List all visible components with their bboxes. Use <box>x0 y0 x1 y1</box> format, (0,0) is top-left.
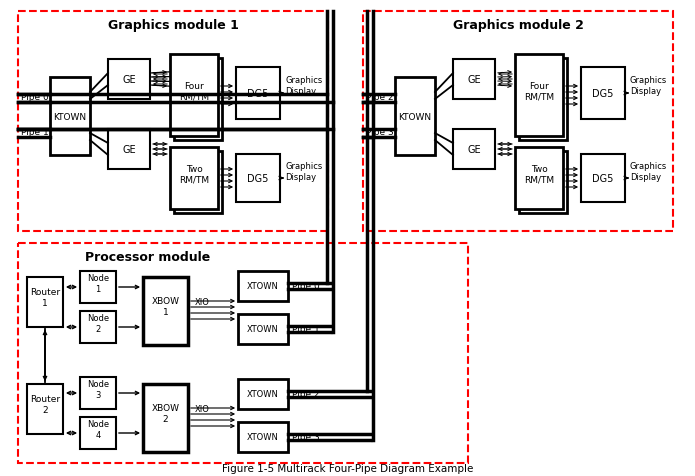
Text: XTOWN: XTOWN <box>247 325 279 334</box>
Bar <box>238 314 288 344</box>
Text: Two
RM/TM: Two RM/TM <box>179 165 209 184</box>
Bar <box>174 59 222 141</box>
Text: GE: GE <box>467 145 481 155</box>
Text: Graphics module 2: Graphics module 2 <box>452 20 583 32</box>
Bar <box>80 271 116 303</box>
Bar <box>108 60 150 100</box>
Text: XBOW
2: XBOW 2 <box>152 404 179 423</box>
Bar <box>27 384 63 434</box>
Text: Graphics
Display: Graphics Display <box>630 76 667 96</box>
Text: XTOWN: XTOWN <box>247 390 279 399</box>
Text: DG5: DG5 <box>247 89 269 99</box>
Bar <box>170 148 218 209</box>
Bar <box>453 130 495 169</box>
Text: Node
1: Node 1 <box>87 274 109 293</box>
Text: Pipe 1: Pipe 1 <box>21 128 49 137</box>
Bar <box>236 68 280 120</box>
Bar <box>519 59 567 141</box>
Text: Four
RM/TM: Four RM/TM <box>179 82 209 101</box>
Text: Node
3: Node 3 <box>87 379 109 399</box>
Text: DG5: DG5 <box>592 174 614 184</box>
Bar <box>236 155 280 203</box>
Bar <box>515 55 563 137</box>
Text: Graphics
Display: Graphics Display <box>285 162 322 181</box>
Text: GE: GE <box>467 75 481 85</box>
Bar <box>170 55 218 137</box>
Bar <box>515 148 563 209</box>
Bar <box>80 311 116 343</box>
Bar <box>581 155 625 203</box>
Text: Node
4: Node 4 <box>87 419 109 439</box>
Bar <box>80 417 116 449</box>
Bar <box>453 60 495 100</box>
Text: Figure 1-5 Multirack Four-Pipe Diagram Example: Figure 1-5 Multirack Four-Pipe Diagram E… <box>222 463 473 473</box>
Bar <box>50 78 90 156</box>
Text: Pipe 1: Pipe 1 <box>292 325 320 334</box>
Text: Pipe 3: Pipe 3 <box>366 128 394 137</box>
Bar <box>238 379 288 409</box>
Text: DG5: DG5 <box>247 174 269 184</box>
Text: Pipe 2: Pipe 2 <box>292 390 320 399</box>
Bar <box>80 377 116 409</box>
Text: DG5: DG5 <box>592 89 614 99</box>
Text: Pipe 0: Pipe 0 <box>21 92 49 101</box>
Text: XTOWN: XTOWN <box>247 433 279 442</box>
Text: XBOW
1: XBOW 1 <box>152 297 179 316</box>
Text: Router
1: Router 1 <box>30 288 60 307</box>
Bar <box>395 78 435 156</box>
Text: Pipe 0: Pipe 0 <box>292 282 320 291</box>
Text: XTOWN: XTOWN <box>247 282 279 291</box>
Bar <box>238 271 288 301</box>
Text: GE: GE <box>122 75 136 85</box>
Text: XIO: XIO <box>195 298 210 307</box>
Bar <box>18 244 468 463</box>
Text: Processor module: Processor module <box>85 251 211 264</box>
Text: KTOWN: KTOWN <box>398 112 432 121</box>
Text: Router
2: Router 2 <box>30 395 60 414</box>
Bar <box>174 152 222 214</box>
Text: Node
2: Node 2 <box>87 314 109 333</box>
Text: KTOWN: KTOWN <box>54 112 87 121</box>
Text: Graphics module 1: Graphics module 1 <box>108 20 238 32</box>
Text: Graphics
Display: Graphics Display <box>630 162 667 181</box>
Text: GE: GE <box>122 145 136 155</box>
Bar <box>363 12 673 231</box>
Text: Pipe 2: Pipe 2 <box>366 92 393 101</box>
Text: Two
RM/TM: Two RM/TM <box>524 165 554 184</box>
Text: Pipe 3: Pipe 3 <box>292 433 320 442</box>
Bar <box>108 130 150 169</box>
Text: Graphics
Display: Graphics Display <box>285 76 322 96</box>
Text: XIO: XIO <box>195 405 210 414</box>
Bar <box>18 12 328 231</box>
Bar <box>143 384 188 452</box>
Bar <box>581 68 625 120</box>
Bar <box>143 278 188 345</box>
Text: Four
RM/TM: Four RM/TM <box>524 82 554 101</box>
Bar <box>519 152 567 214</box>
Bar <box>238 422 288 452</box>
Bar <box>27 278 63 327</box>
